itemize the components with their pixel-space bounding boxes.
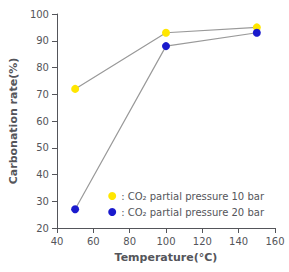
svg-text:Carbonation rate(%): Carbonation rate(%) <box>7 58 20 185</box>
svg-text:60: 60 <box>36 116 49 127</box>
svg-text:90: 90 <box>36 35 49 46</box>
svg-text:120: 120 <box>193 236 212 247</box>
svg-text:80: 80 <box>36 62 49 73</box>
svg-text:: CO₂ partial pressure 20 bar: : CO₂ partial pressure 20 bar <box>121 207 265 218</box>
svg-text:Temperature(°C): Temperature(°C) <box>115 251 218 264</box>
svg-text:40: 40 <box>51 236 64 247</box>
svg-text:70: 70 <box>36 89 49 100</box>
svg-text:140: 140 <box>229 236 248 247</box>
svg-text:80: 80 <box>123 236 136 247</box>
svg-text:: CO₂ partial pressure 10 bar: : CO₂ partial pressure 10 bar <box>121 191 265 202</box>
svg-text:50: 50 <box>36 142 49 153</box>
svg-text:20: 20 <box>36 223 49 234</box>
svg-text:40: 40 <box>36 169 49 180</box>
svg-text:160: 160 <box>265 236 284 247</box>
svg-text:60: 60 <box>87 236 100 247</box>
svg-text:30: 30 <box>36 196 49 207</box>
svg-text:100: 100 <box>30 9 49 20</box>
svg-text:100: 100 <box>156 236 175 247</box>
